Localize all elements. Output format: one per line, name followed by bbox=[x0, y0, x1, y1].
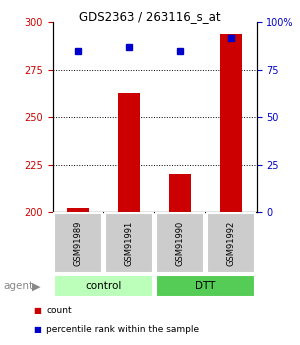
Text: GSM91992: GSM91992 bbox=[226, 220, 236, 266]
Bar bbox=[53, 275, 154, 297]
Bar bbox=[67, 208, 89, 212]
Text: control: control bbox=[85, 282, 122, 291]
Bar bbox=[53, 214, 103, 273]
Text: ▶: ▶ bbox=[32, 282, 41, 291]
Text: count: count bbox=[46, 306, 72, 315]
Bar bbox=[169, 174, 191, 212]
Bar bbox=[220, 34, 242, 212]
Text: GSM91991: GSM91991 bbox=[124, 220, 134, 266]
Text: ■: ■ bbox=[34, 306, 41, 315]
Bar bbox=[104, 214, 154, 273]
Bar bbox=[206, 214, 256, 273]
Text: GDS2363 / 263116_s_at: GDS2363 / 263116_s_at bbox=[79, 10, 221, 23]
Text: percentile rank within the sample: percentile rank within the sample bbox=[46, 325, 200, 334]
Text: GSM91990: GSM91990 bbox=[176, 220, 184, 266]
Bar bbox=[155, 214, 205, 273]
Bar bbox=[155, 275, 256, 297]
Text: DTT: DTT bbox=[195, 282, 216, 291]
Text: agent: agent bbox=[3, 282, 33, 291]
Text: ■: ■ bbox=[34, 325, 41, 334]
Bar bbox=[118, 92, 140, 212]
Text: GSM91989: GSM91989 bbox=[74, 220, 82, 266]
